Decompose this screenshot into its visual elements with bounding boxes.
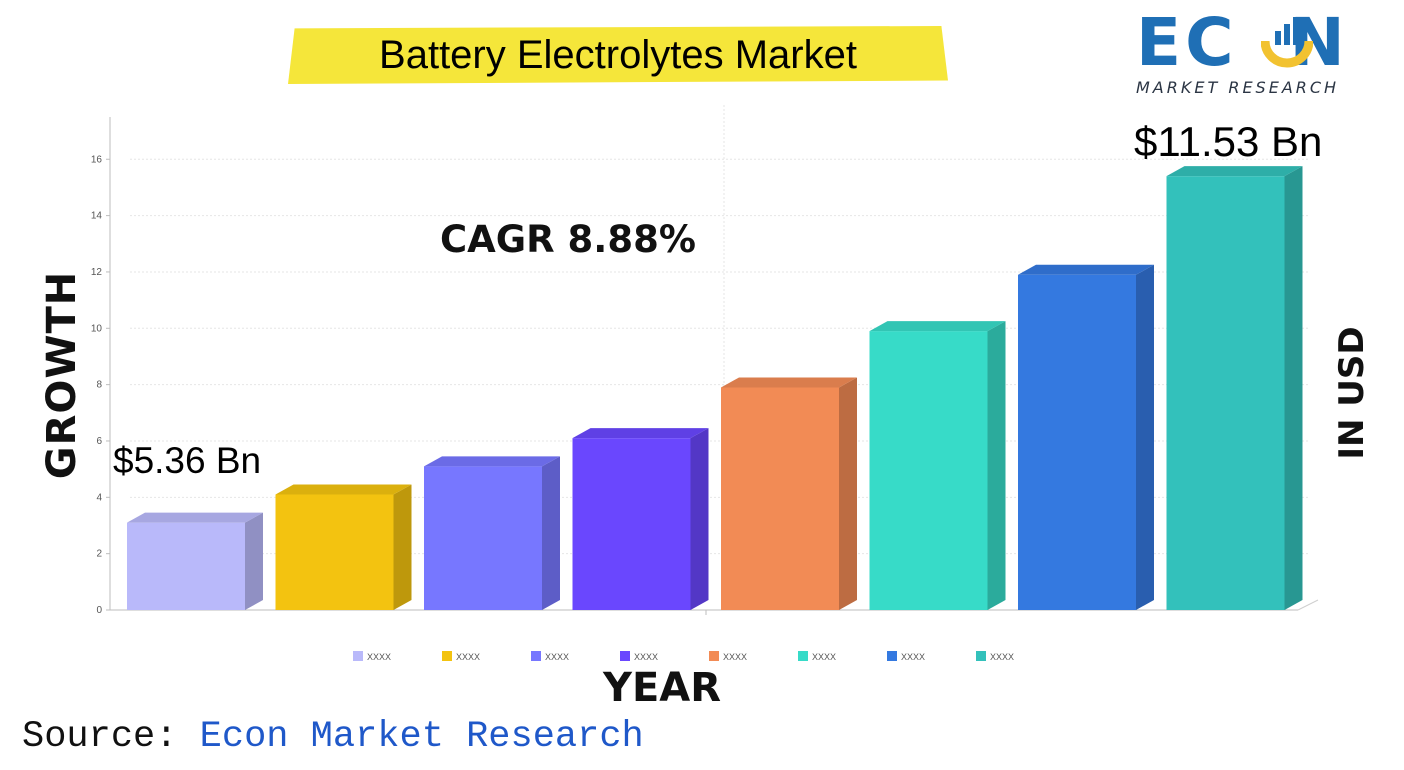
y-tick-label: 10 [91, 323, 103, 334]
y-tick-label: 16 [91, 154, 103, 165]
bar-top [424, 456, 560, 467]
bar-front [424, 466, 542, 610]
chart-title: Battery Electrolytes Market [288, 26, 948, 84]
cagr-annotation: CAGR 8.88% [440, 218, 696, 261]
bar [1018, 264, 1154, 610]
bar-front [572, 438, 691, 610]
bar [572, 428, 709, 610]
y-axis-ticks: 0 2 4 6 8 10 12 14 16 [91, 154, 110, 616]
logo-wordmark: EC N [1136, 4, 1349, 81]
bar-side [245, 512, 263, 610]
x-axis-depth-line [1297, 599, 1319, 611]
chart-bars [127, 166, 1303, 610]
legend-swatch [442, 651, 452, 661]
bar-front [869, 331, 988, 610]
y-tick-label: 4 [96, 492, 102, 503]
source-name: Econ Market Research [199, 716, 644, 758]
bar [275, 484, 412, 610]
legend-swatch [976, 651, 986, 661]
legend-swatch [353, 651, 363, 661]
y-tick-label: 6 [96, 436, 102, 447]
chart-legend: XXXX XXXX XXXX XXXX XXXX XXXX XXXX XXXX [353, 651, 1014, 662]
bar-front [127, 522, 245, 610]
bar-top [721, 377, 857, 388]
bar-side [1136, 264, 1154, 610]
bar [869, 321, 1006, 610]
bar [127, 512, 263, 610]
bar-side [542, 456, 560, 610]
bar-side [987, 321, 1006, 610]
y-tick-label: 8 [96, 380, 102, 391]
legend-label: XXXX [723, 652, 747, 662]
x-axis-label: YEAR [602, 665, 722, 711]
bar-top [1166, 166, 1303, 177]
y-tick-label: 2 [96, 549, 102, 560]
bar-front [721, 387, 839, 610]
y-tick-label: 0 [96, 605, 102, 616]
legend-label: XXXX [634, 652, 658, 662]
legend-swatch [531, 651, 541, 661]
legend-swatch [620, 651, 630, 661]
legend-label: XXXX [812, 652, 836, 662]
y-axis-label: GROWTH [39, 270, 85, 480]
bar-side [690, 428, 709, 610]
source-line: Source: Econ Market Research [22, 716, 644, 758]
legend-label: XXXX [456, 652, 480, 662]
legend-swatch [709, 651, 719, 661]
bar [424, 456, 560, 610]
y-tick-label: 14 [91, 211, 103, 222]
end-value-annotation: $11.53 Bn [1134, 118, 1323, 165]
legend-swatch [798, 651, 808, 661]
bar-top [275, 484, 412, 495]
legend-swatch [887, 651, 897, 661]
source-label: Source: [22, 716, 178, 758]
bar-side [839, 377, 857, 610]
bar-front [1018, 274, 1136, 610]
legend-label: XXXX [545, 652, 569, 662]
bar-side [1284, 166, 1303, 610]
legend-label: XXXX [367, 652, 391, 662]
bar-side [393, 484, 412, 610]
bar-top [127, 512, 263, 523]
bar-front [275, 494, 394, 610]
bar-front [1166, 176, 1285, 610]
legend-label: XXXX [990, 652, 1014, 662]
start-value-annotation: $5.36 Bn [113, 440, 262, 481]
y-tick-label: 12 [91, 267, 103, 278]
y-axis-secondary-label: IN USD [1332, 326, 1372, 460]
bar-top [1018, 264, 1154, 275]
bar-top [869, 321, 1006, 332]
bar-top [572, 428, 709, 439]
econ-logo: EC N MARKET RESEARCH [1130, 6, 1392, 102]
logo-bar-chart-icon [1261, 17, 1313, 68]
legend-label: XXXX [901, 652, 925, 662]
bar [721, 377, 857, 610]
bar [1166, 166, 1303, 610]
logo-tagline: MARKET RESEARCH [1136, 78, 1340, 97]
